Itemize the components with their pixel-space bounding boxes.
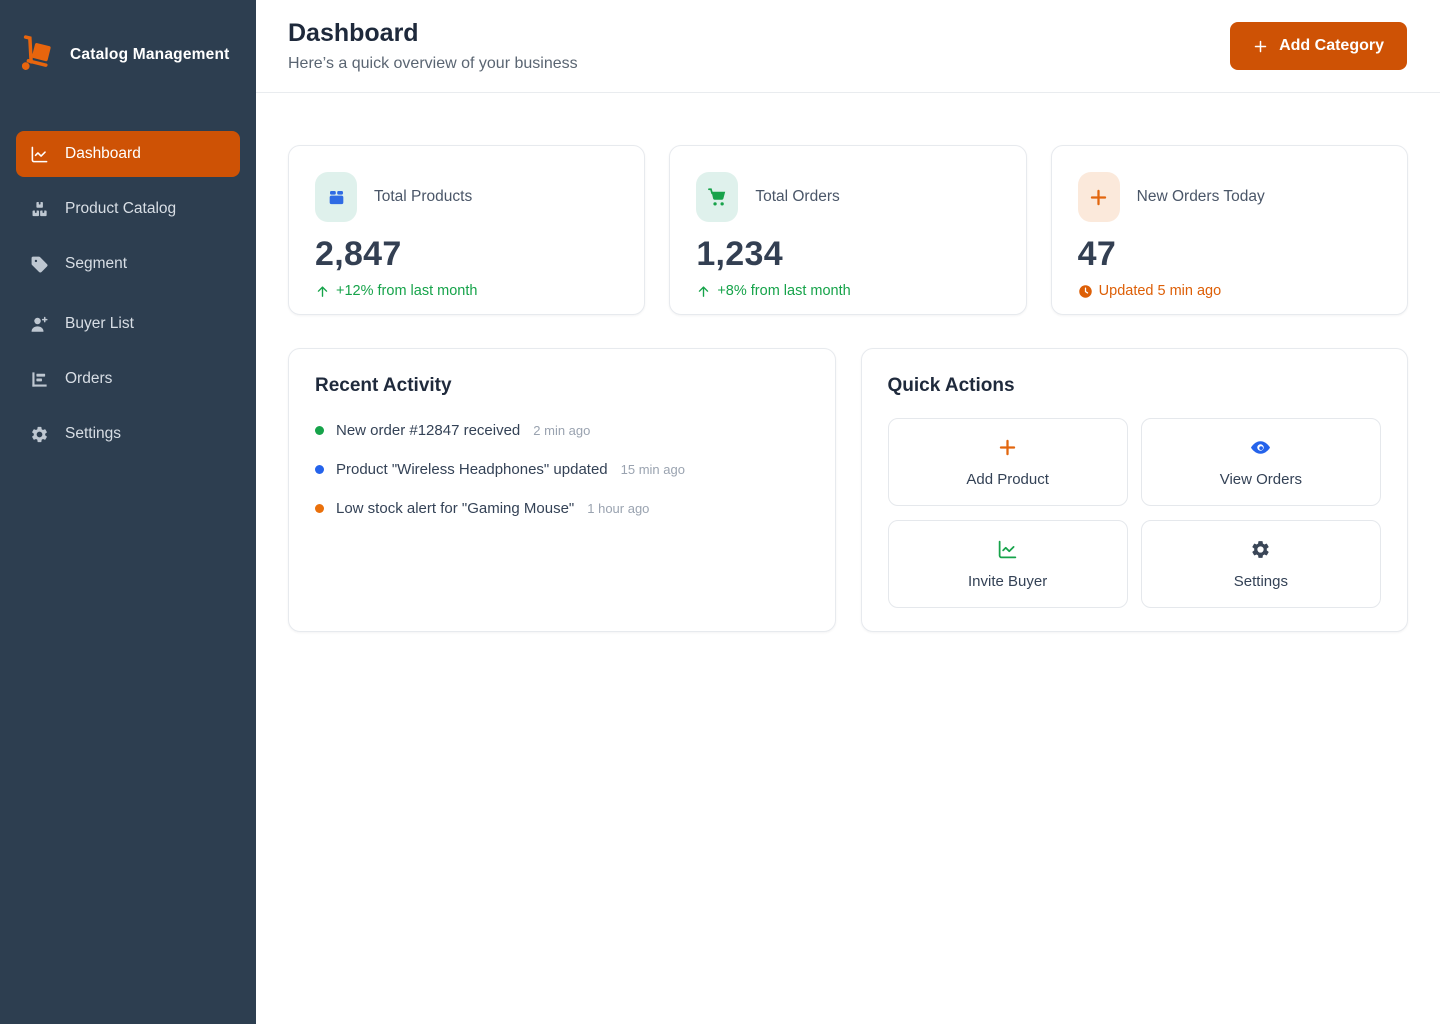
sidebar-item-label: Orders (65, 370, 113, 387)
recent-activity-title: Recent Activity (315, 375, 452, 396)
tag-icon (31, 256, 48, 272)
activity-item: Low stock alert for "Gaming Mouse" 1 hou… (315, 500, 809, 517)
sidebar-item-label: Settings (65, 425, 122, 442)
stat-change: +12% from last month (315, 283, 618, 299)
sidebar-item-settings[interactable]: Settings (16, 411, 240, 457)
sidebar-item-orders[interactable]: Orders (16, 356, 240, 402)
chart-line-icon (998, 540, 1017, 558)
boxes-stacked-icon (32, 201, 47, 216)
sidebar-nav: Dashboard Product Catalog Segment Buyer … (0, 131, 256, 457)
clock-icon (1078, 284, 1092, 298)
quick-actions-panel: Quick Actions Add Product View Orders (860, 348, 1408, 632)
sidebar-item-dashboard[interactable]: Dashboard (16, 131, 240, 177)
sidebar-item-product-catalog[interactable]: Product Catalog (16, 186, 240, 232)
add-category-label: Add Category (1279, 37, 1384, 54)
quick-actions-title: Quick Actions (887, 375, 1015, 396)
add-product-button[interactable]: Add Product (887, 418, 1128, 506)
activity-timestamp: 2 min ago (533, 423, 591, 438)
sidebar-item-label: Segment (65, 255, 128, 272)
chart-line-icon (31, 146, 48, 162)
stat-card-total-orders: Total Orders 1,234 +8% from last month (669, 145, 1027, 315)
plus-icon (1254, 40, 1267, 52)
activity-timestamp: 1 hour ago (587, 501, 650, 516)
stat-change: Updated 5 min ago (1078, 283, 1381, 299)
recent-activity-panel: Recent Activity New order #12847 receive… (288, 348, 836, 632)
sidebar: Catalog Management Dashboard Product Cat… (0, 0, 256, 1024)
status-dot (315, 504, 324, 513)
sidebar-item-label: Buyer List (65, 315, 134, 332)
stat-change: +8% from last month (696, 283, 999, 299)
box-icon (315, 172, 357, 222)
view-orders-button[interactable]: View Orders (1140, 418, 1381, 506)
sidebar-item-buyer-list[interactable]: Buyer List (16, 301, 240, 347)
eye-icon (1251, 440, 1271, 454)
user-plus-icon (31, 316, 48, 332)
stat-label: New Orders Today (1136, 188, 1265, 205)
shopping-cart-icon (696, 172, 739, 222)
sidebar-item-label: Dashboard (65, 145, 141, 162)
app-title: Catalog Management (70, 46, 230, 63)
stat-label: Total Products (374, 188, 473, 205)
page-title: Dashboard (288, 19, 419, 47)
stat-value: 2,847 (315, 235, 402, 273)
sidebar-item-segment[interactable]: Segment (16, 241, 240, 287)
page-header: Dashboard Here’s a quick overview of you… (256, 0, 1440, 93)
invite-buyer-button[interactable]: Invite Buyer (887, 520, 1128, 608)
sidebar-item-label: Product Catalog (65, 200, 177, 217)
stats-row: Total Products 2,847 +12% from last mont… (288, 145, 1408, 315)
stat-label: Total Orders (755, 188, 840, 205)
plus-icon (999, 439, 1016, 455)
status-dot (315, 465, 324, 474)
arrow-up-icon (317, 285, 328, 297)
add-category-button[interactable]: Add Category (1230, 22, 1407, 70)
activity-item: New order #12847 received 2 min ago (315, 422, 809, 439)
activity-timestamp: 15 min ago (620, 462, 685, 477)
plus-icon (1077, 172, 1120, 222)
page-subtitle: Here’s a quick overview of your business (288, 55, 578, 72)
stat-card-new-orders-today: New Orders Today 47 Updated 5 min ago (1050, 145, 1408, 315)
activity-item: Product "Wireless Headphones" updated 15… (315, 461, 809, 478)
app-logo: Catalog Management (0, 0, 256, 76)
settings-button[interactable]: Settings (1140, 520, 1381, 608)
activity-list: New order #12847 received 2 min ago Prod… (315, 422, 809, 517)
stat-card-total-products: Total Products 2,847 +12% from last mont… (288, 145, 646, 315)
stat-value: 47 (1077, 235, 1117, 273)
gear-icon (32, 426, 47, 442)
gear-icon (1252, 540, 1270, 558)
arrow-up-icon (699, 285, 709, 297)
dolly-cart-icon (21, 35, 51, 70)
stat-value: 1,234 (696, 235, 783, 273)
status-dot (315, 426, 324, 435)
bar-chart-icon (32, 371, 47, 387)
